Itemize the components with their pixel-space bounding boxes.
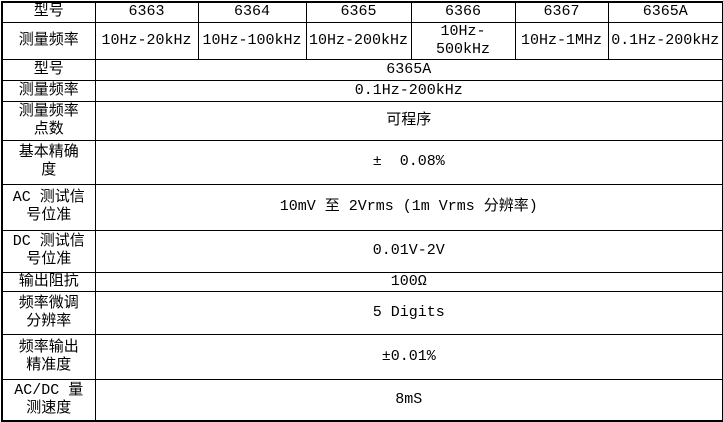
spec-label-cell: 基本精确 度 <box>1 139 96 185</box>
spec-value-cell: 5 Digits <box>94 290 723 335</box>
model-cell: 6365A <box>607 1 723 23</box>
freq-range-cell: 10Hz-1MHz <box>514 21 609 60</box>
spec-value-cell: 8mS <box>94 378 723 422</box>
spec-label-cell: DC 测试信 号位准 <box>1 229 96 273</box>
spec-row-freq-trim-resolution: 频率微调 分辨率 5 Digits <box>1 290 723 335</box>
spec-label-cell: 输出阻抗 <box>1 271 96 292</box>
model-cell: 6363 <box>94 1 199 23</box>
freq-range-cell: 10Hz-100kHz <box>197 21 307 60</box>
spec-value-cell: ±0.01% <box>94 333 723 380</box>
freq-range-cell: 10Hz-200kHz <box>305 21 412 60</box>
spec-row-model: 型号 6365A <box>1 58 723 81</box>
spec-label-cell: AC/DC 量 测速度 <box>1 378 96 422</box>
spec-row-output-impedance: 输出阻抗 100Ω <box>1 271 723 292</box>
spec-label-cell: 测量频率 <box>1 79 96 102</box>
spec-label-cell: 测量频率 点数 <box>1 100 96 141</box>
spec-row-acdc-measure-speed: AC/DC 量 测速度 8mS <box>1 378 723 422</box>
spec-value-cell: 10mV 至 2Vrms (1m Vrms 分辨率) <box>94 183 723 231</box>
model-row: 型号 6363 6364 6365 6366 6367 6365A <box>1 1 723 23</box>
spec-row-freq-output-accuracy: 频率输出 精准度 ±0.01% <box>1 333 723 380</box>
spec-value-cell: 可程序 <box>94 100 723 141</box>
freq-range-cell: 10Hz-500kHz <box>410 21 516 60</box>
spec-value-cell: 0.01V-2V <box>94 229 723 273</box>
spec-value-cell: 100Ω <box>94 271 723 292</box>
spec-value-cell: ± 0.08% <box>94 139 723 185</box>
model-row-label: 型号 <box>1 1 96 23</box>
model-cell: 6367 <box>514 1 609 23</box>
spec-label-cell: 频率微调 分辨率 <box>1 290 96 335</box>
spec-label-cell: 频率输出 精准度 <box>1 333 96 380</box>
spec-label-cell: 型号 <box>1 58 96 81</box>
spec-value-cell: 0.1Hz-200kHz <box>94 79 723 102</box>
spec-row-basic-accuracy: 基本精确 度 ± 0.08% <box>1 139 723 185</box>
spec-row-dc-signal-level: DC 测试信 号位准 0.01V-2V <box>1 229 723 273</box>
freq-row-label: 测量频率 <box>1 21 96 60</box>
freq-row: 测量频率 10Hz-20kHz 10Hz-100kHz 10Hz-200kHz … <box>1 21 723 60</box>
spec-value-cell: 6365A <box>94 58 723 81</box>
freq-range-cell: 0.1Hz-200kHz <box>607 21 723 60</box>
spec-row-freq-points: 测量频率 点数 可程序 <box>1 100 723 141</box>
spec-label-cell: AC 测试信 号位准 <box>1 183 96 231</box>
spec-row-ac-signal-level: AC 测试信 号位准 10mV 至 2Vrms (1m Vrms 分辨率) <box>1 183 723 231</box>
spec-row-measure-freq: 测量频率 0.1Hz-200kHz <box>1 79 723 102</box>
freq-range-cell: 10Hz-20kHz <box>94 21 199 60</box>
model-cell: 6364 <box>197 1 307 23</box>
model-cell: 6366 <box>410 1 516 23</box>
model-cell: 6365 <box>305 1 412 23</box>
